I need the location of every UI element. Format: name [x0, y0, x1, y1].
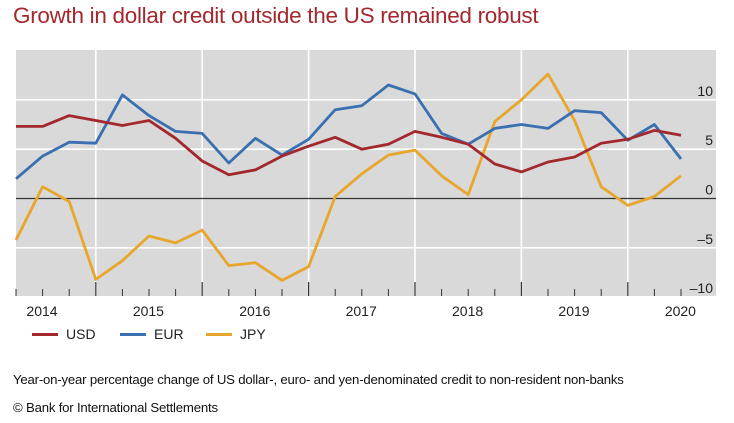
y-tick-label: 5: [705, 132, 713, 148]
chart-note: Year-on-year percentage change of US dol…: [13, 372, 624, 387]
chart-title: Growth in dollar credit outside the US r…: [13, 3, 539, 28]
y-axis: 10 5 0 –5 –10: [690, 83, 714, 296]
series-line-eur: [15, 83, 683, 180]
x-tick-label: 2016: [239, 303, 270, 319]
plot-background: [16, 50, 716, 296]
copyright: © Bank for International Settlements: [13, 400, 218, 415]
x-tick-label: 2015: [133, 303, 164, 319]
x-axis: 2014 2015 2016 2017 2018 2019 2020: [15, 282, 696, 319]
legend-item-eur: EUR: [120, 326, 184, 342]
x-tick-label: 2018: [452, 303, 483, 319]
line-chart: 2014 2015 2016 2017 2018 2019 2020 10 5 0 –5 –10: [14, 50, 716, 319]
legend-item-jpy: JPY: [206, 326, 266, 342]
y-tick-label: 10: [697, 83, 713, 99]
legend-label-usd: USD: [66, 326, 96, 342]
legend-label-eur: EUR: [154, 326, 184, 342]
legend-label-jpy: JPY: [240, 326, 266, 342]
legend-swatch-eur: [120, 332, 146, 336]
y-tick-label: –5: [697, 231, 713, 247]
y-tick-label: 0: [705, 182, 713, 198]
x-tick-label: 2020: [665, 303, 696, 319]
y-tick-label: –10: [690, 280, 714, 296]
x-tick-label: 2014: [26, 303, 57, 319]
series-lines: [14, 72, 683, 282]
legend-item-usd: USD: [32, 326, 96, 342]
legend-swatch-jpy: [206, 332, 232, 336]
x-tick-label: 2019: [558, 303, 589, 319]
legend-swatch-usd: [32, 332, 58, 336]
x-tick-label: 2017: [346, 303, 377, 319]
series-line-usd: [16, 114, 682, 177]
